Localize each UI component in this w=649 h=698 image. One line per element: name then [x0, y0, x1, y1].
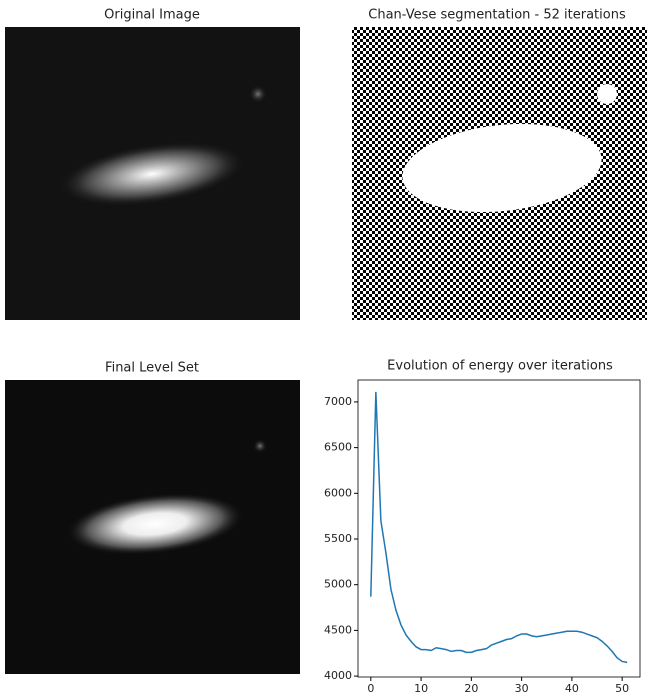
image-title: Original Image	[104, 8, 200, 23]
x-tick-label: 0	[367, 682, 374, 695]
original-image	[5, 27, 300, 320]
y-tick-label: 4500	[324, 623, 352, 636]
line	[370, 391, 628, 664]
y-tick-label: 6500	[324, 441, 352, 454]
y-tick-label: 5500	[324, 532, 352, 545]
x-tick-label: 10	[414, 682, 428, 695]
y-tick-label: 7000	[324, 395, 352, 408]
line-plot: 4000 4500 5000 5500 6000 6500 7000 0 10 20 30 40 50	[324, 379, 641, 695]
level-set-image	[5, 380, 300, 674]
chart-title: Evolution of energy over iterations	[387, 359, 613, 374]
x-tick-label: 40	[565, 682, 579, 695]
y-tick-label: 6000	[324, 486, 352, 499]
image-title: Chan-Vese segmentation - 52 iterations	[368, 8, 626, 23]
x-tick-label: 50	[615, 682, 629, 695]
axes-frame	[357, 379, 641, 678]
y-tick-label: 4000	[324, 669, 352, 682]
image-title: Final Level Set	[105, 361, 199, 376]
y-tick-label: 5000	[324, 578, 352, 591]
segmentation-image	[352, 27, 647, 320]
x-tick-label: 30	[515, 682, 529, 695]
x-tick-label: 20	[464, 682, 478, 695]
